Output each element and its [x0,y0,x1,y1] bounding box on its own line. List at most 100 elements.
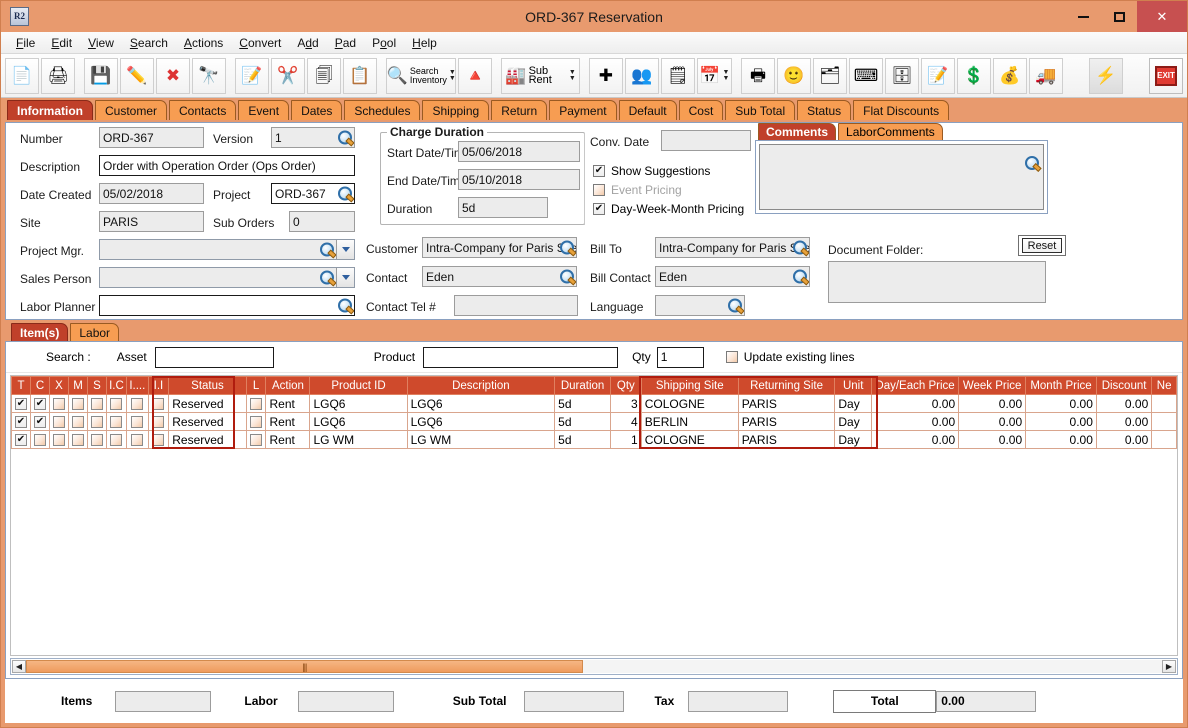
edit-button[interactable]: ✏️ [120,57,154,94]
database-button[interactable]: 🗄 [885,57,920,94]
checkbox-icon[interactable] [91,416,103,429]
add-remove-button[interactable]: ✚ [588,57,623,94]
cell-desc[interactable]: LG WM [406,430,556,449]
search-icon[interactable] [559,240,574,255]
cell-ship[interactable]: BERLIN [640,412,739,431]
column-header-t[interactable]: T [11,376,31,395]
search-icon[interactable] [319,270,334,285]
column-header-pid[interactable]: Product ID [309,376,408,395]
project-field[interactable]: ORD-367 [271,183,355,204]
day-week-month-pricing-checkbox[interactable]: ✔ Day-Week-Month Pricing [593,202,744,216]
customer-field[interactable]: Intra-Company for Paris Site [422,237,577,258]
cell-pid[interactable]: LGQ6 [309,412,408,431]
convert-button[interactable]: 🔺 [458,57,493,94]
column-header-dprice[interactable]: Day/Each Price [870,376,960,395]
checkbox-icon[interactable] [72,416,84,429]
cell-l[interactable] [245,412,267,431]
cell-pid[interactable]: LGQ6 [309,394,408,413]
cell-unit[interactable]: Day [834,412,872,431]
cell-ret[interactable]: PARIS [737,394,836,413]
cell-desc[interactable]: LGQ6 [406,412,556,431]
duration-field[interactable]: 5d [458,197,548,218]
scroll-left-button[interactable]: ◀ [12,660,26,673]
checkbox-icon[interactable] [110,398,123,411]
checkbox-icon[interactable] [152,434,165,447]
project-mgr-field[interactable] [99,239,355,260]
cell-t[interactable]: ✔ [11,394,31,413]
cell-l[interactable] [245,394,267,413]
cell-mprice[interactable]: 0.00 [1025,412,1097,431]
tab-schedules[interactable]: Schedules [344,100,421,120]
menu-file[interactable]: File [16,35,36,50]
cell-ic[interactable] [106,412,127,431]
cell-dprice[interactable]: 0.00 [870,430,960,449]
menu-view[interactable]: View [88,35,114,50]
tab-event[interactable]: Event [238,100,290,120]
reports-button[interactable]: 🖶 [741,57,776,94]
cell-s[interactable] [87,430,107,449]
sub-rent-button[interactable]: 🏭 Sub Rent ▼ ▼ [501,57,580,94]
grid-horizontal-scrollbar[interactable]: ◀ ||| ▶ [10,658,1178,675]
language-field[interactable] [655,295,745,316]
cell-dprice[interactable]: 0.00 [870,394,960,413]
checkbox-icon[interactable] [131,416,144,429]
cell-ii[interactable] [147,412,170,431]
checklist-button[interactable]: 📝 [921,57,956,94]
keyboard-button[interactable]: ⌨ [849,57,884,94]
cell-i[interactable] [125,412,149,431]
search-icon[interactable] [337,298,352,313]
tab-return[interactable]: Return [491,100,548,120]
smiley-button[interactable]: 🙂 [777,57,812,94]
cell-ii[interactable] [147,430,170,449]
cell-net[interactable] [1151,394,1177,413]
shipping-truck-button[interactable]: 🚚 [1029,57,1064,94]
cell-m[interactable] [68,430,88,449]
cell-c[interactable]: ✔ [30,394,50,413]
checkbox-icon[interactable] [53,398,65,411]
cell-net[interactable] [1151,412,1177,431]
menu-pad[interactable]: Pad [334,35,357,50]
print-button[interactable]: 🖨 [41,57,75,94]
cell-qty[interactable]: 3 [610,394,642,413]
checkbox-icon[interactable] [53,416,65,429]
checkbox-icon[interactable] [72,398,84,411]
cell-dprice[interactable]: 0.00 [870,412,960,431]
tab-cost[interactable]: Cost [678,100,724,120]
comments-textarea[interactable] [759,144,1044,210]
column-header-ship[interactable]: Shipping Site [640,376,739,395]
cell-qty[interactable]: 1 [610,430,642,449]
menu-search[interactable]: Search [129,35,168,50]
column-header-m[interactable]: M [68,376,88,395]
checkbox-icon[interactable] [34,434,46,447]
end-datetime-field[interactable]: 05/10/2018 [458,169,580,190]
checkbox-icon[interactable] [53,434,65,447]
checkbox-icon[interactable]: ✔ [34,398,46,411]
cell-pid[interactable]: LG WM [309,430,408,449]
total-button[interactable]: Total [833,689,937,713]
search-icon[interactable] [792,240,807,255]
menu-add[interactable]: Add [297,35,319,50]
find-button[interactable]: 🔭 [192,57,226,94]
tab-payment[interactable]: Payment [549,100,617,120]
cell-t[interactable]: ✔ [11,412,31,431]
menu-pool[interactable]: Pool [372,35,397,50]
menu-help[interactable]: Help [412,35,437,50]
scroll-right-button[interactable]: ▶ [1162,660,1176,673]
cell-x[interactable] [49,430,69,449]
search-icon[interactable] [337,130,352,145]
checkbox-icon[interactable] [152,398,165,411]
cell-status[interactable]: Reserved [168,430,247,449]
version-field[interactable]: 1 [271,127,355,148]
cell-i[interactable] [125,394,149,413]
column-header-dur[interactable]: Duration [554,376,611,395]
column-header-mprice[interactable]: Month Price [1025,376,1097,395]
tab-dates[interactable]: Dates [291,100,343,120]
cell-disc[interactable]: 0.00 [1095,394,1153,413]
cell-qty[interactable]: 4 [610,412,642,431]
column-header-c[interactable]: C [30,376,50,395]
table-row[interactable]: ✔ ✔ Reserved Rent LGQ6 LGQ6 5d 3 COLOGNE PARIS Day… [11,394,1177,413]
bill-to-field[interactable]: Intra-Company for Paris Site [655,237,810,258]
cell-wprice[interactable]: 0.00 [958,394,1027,413]
column-header-ii[interactable]: I.I [147,376,170,395]
cell-desc[interactable]: LGQ6 [406,394,556,413]
